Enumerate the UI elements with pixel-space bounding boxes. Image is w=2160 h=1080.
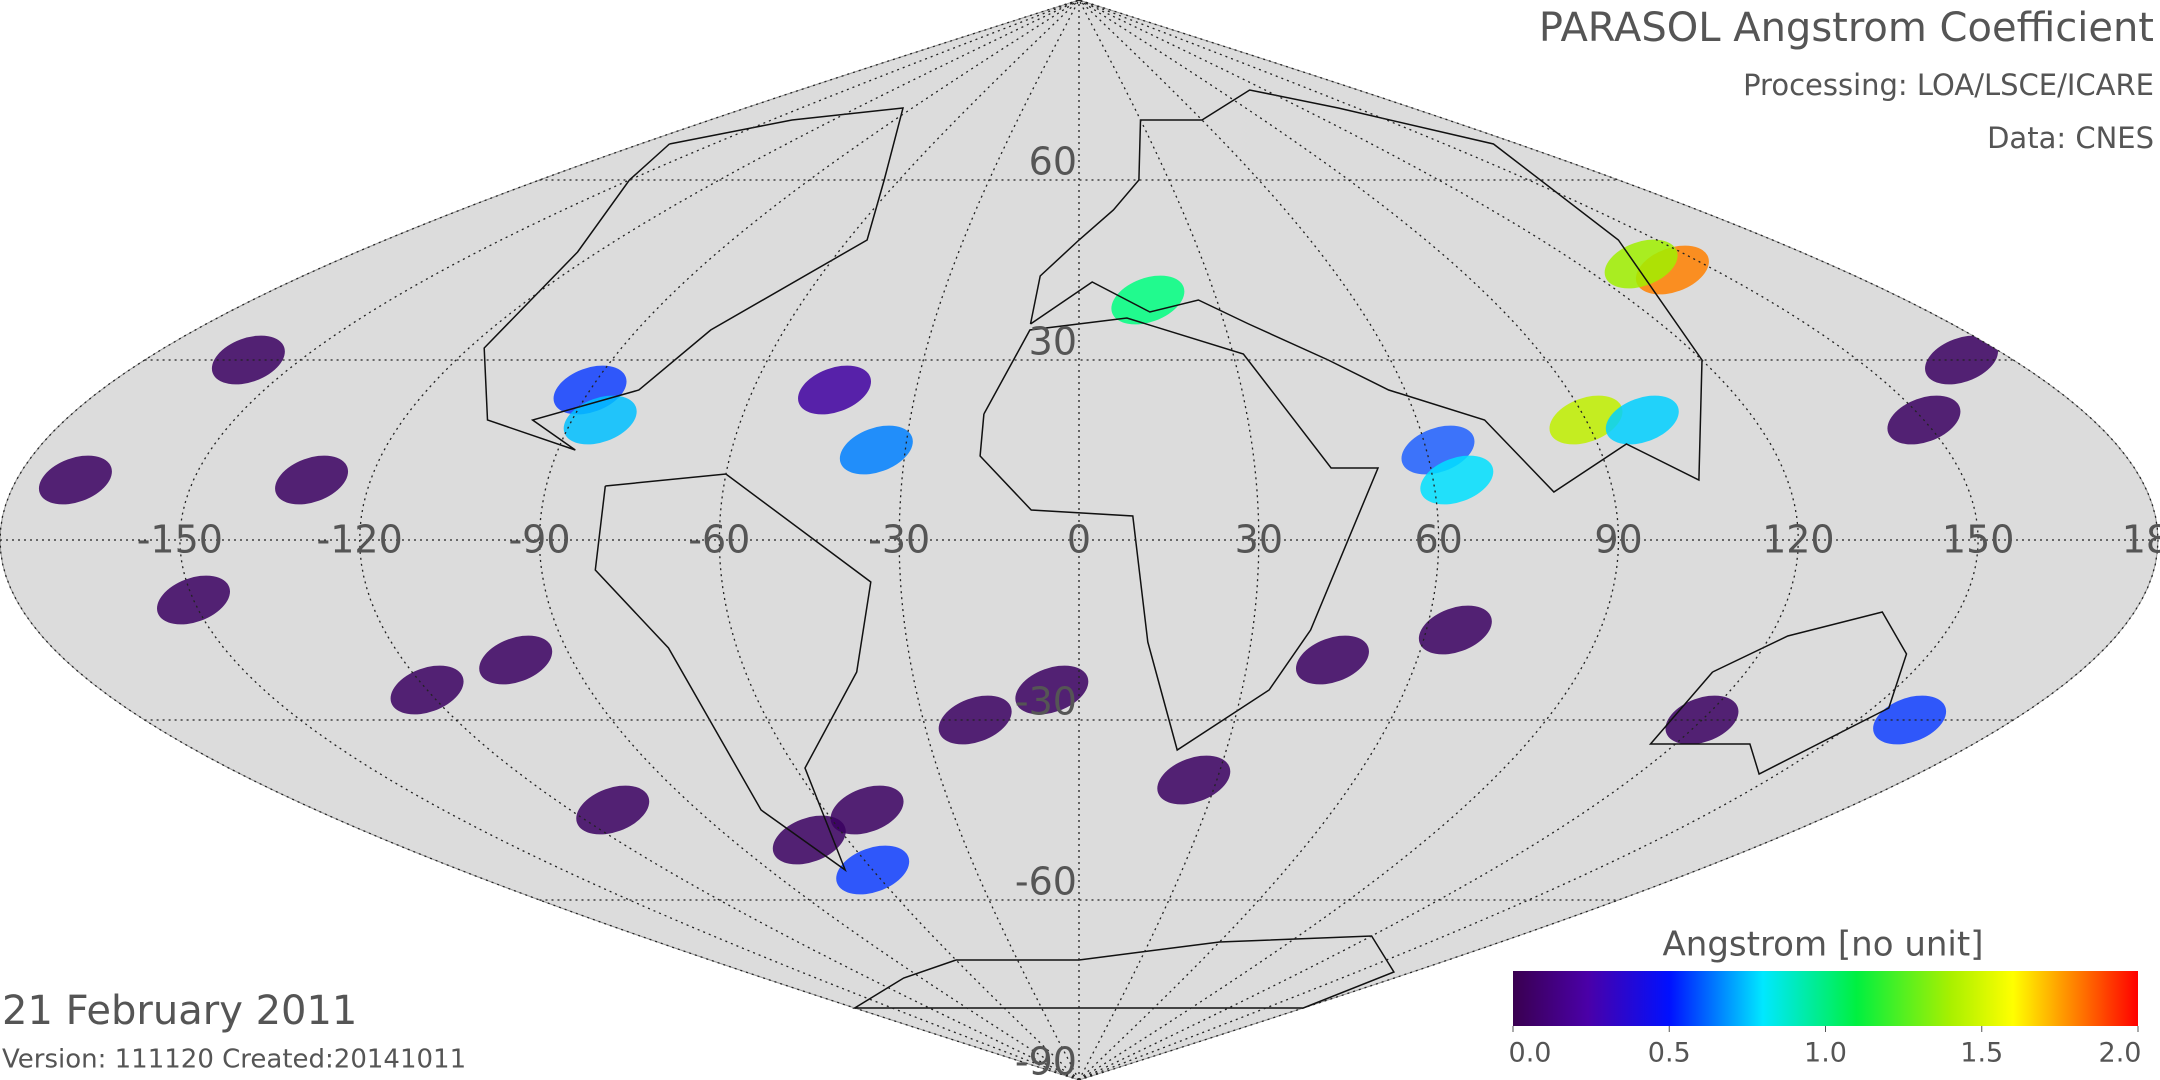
- colorbar-ticks: 0.0 0.5 1.0 1.5 2.0: [1509, 1026, 2142, 1069]
- aerosol-patch: [576, 785, 650, 835]
- colorbar-tick-label: 0.0: [1509, 1038, 1552, 1069]
- meridian: [538, 0, 1080, 1080]
- longitude-label: 0: [1067, 518, 1091, 562]
- aerosol-patch: [275, 455, 349, 505]
- coastlines: [483, 89, 1908, 1009]
- longitude-label: -120: [317, 518, 403, 562]
- aerosol-patch: [1665, 695, 1739, 745]
- colorbar-tick-label: 2.0: [2099, 1038, 2142, 1069]
- longitude-label: -60: [688, 518, 750, 562]
- meridian: [898, 0, 1080, 1080]
- coastline: [979, 317, 1380, 752]
- aerosol-patch: [563, 395, 637, 445]
- coastline: [594, 473, 872, 873]
- longitude-label: 60: [1414, 518, 1462, 562]
- latitude-label: -30: [1015, 680, 1077, 724]
- data-source: Data: CNES: [1987, 121, 2154, 155]
- version: Version: 111120 Created:20141011: [2, 1045, 466, 1075]
- aerosol-patch: [938, 695, 1012, 745]
- aerosol-patch: [1925, 335, 1999, 385]
- longitude-label: 120: [1762, 518, 1835, 562]
- colorbar: [1513, 971, 2138, 1026]
- aerosol-patch: [38, 455, 112, 505]
- aerosol-patch: [839, 425, 913, 475]
- latitude-label: -90: [1015, 1040, 1077, 1080]
- colorbar-tick-label: 1.0: [1804, 1038, 1847, 1069]
- latitude-label: -60: [1015, 860, 1077, 904]
- processing: Processing: LOA/LSCE/ICARE: [1743, 68, 2154, 102]
- latitude-label: 60: [1029, 140, 1077, 184]
- longitude-label: -30: [868, 518, 930, 562]
- meridian: [1078, 0, 1799, 1080]
- meridian: [359, 0, 1080, 1080]
- aerosol-patch: [1549, 395, 1623, 445]
- aerosol-patch: [1605, 395, 1679, 445]
- longitude-label: 150: [1942, 518, 2015, 562]
- meridian: [1078, 0, 1620, 1080]
- map-labels: -150 -120 -90 -60 -30 0 30 60 90 120 150 180 60 30 -30…: [137, 140, 2160, 1080]
- date: 21 February 2011: [2, 988, 357, 1034]
- aerosol-patch: [1420, 455, 1494, 505]
- title: PARASOL Angstrom Coefficient: [1539, 5, 2154, 51]
- aerosol-patch: [1111, 275, 1185, 325]
- aerosol-patch: [1157, 755, 1231, 805]
- aerosol-patch: [157, 575, 230, 625]
- meridian: [718, 0, 1080, 1080]
- longitude-label: 30: [1235, 518, 1283, 562]
- latitude-label: 30: [1029, 320, 1077, 364]
- aerosol-patch: [479, 635, 553, 685]
- aerosol-patch: [1295, 635, 1369, 685]
- aerosol-patches: [38, 239, 1999, 895]
- meridian: [1078, 0, 2159, 1080]
- aerosol-patch: [830, 785, 904, 835]
- longitude-label: -90: [508, 518, 570, 562]
- colorbar-label: Angstrom [no unit]: [1663, 925, 1984, 965]
- colorbar-tick-label: 0.5: [1648, 1038, 1691, 1069]
- coastline: [1648, 611, 1908, 776]
- colorbar-tick-label: 1.5: [1960, 1038, 2003, 1069]
- aerosol-patch: [772, 815, 846, 865]
- aerosol-patch: [1418, 605, 1492, 655]
- coastline: [483, 107, 905, 451]
- aerosol-patch: [1015, 665, 1089, 715]
- aerosol-patch: [798, 365, 872, 415]
- longitude-label: 180: [2122, 518, 2160, 562]
- aerosol-patch: [1604, 239, 1678, 289]
- coastline: [852, 935, 1396, 1009]
- meridian: [1078, 0, 1440, 1080]
- longitude-label: -150: [137, 518, 223, 562]
- longitude-label: 90: [1594, 518, 1642, 562]
- meridian: [1078, 0, 1260, 1080]
